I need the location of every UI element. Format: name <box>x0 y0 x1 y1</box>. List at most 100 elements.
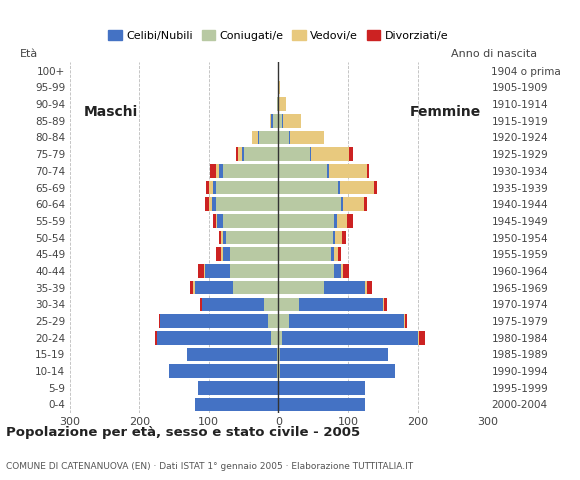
Bar <box>157 331 271 345</box>
Bar <box>198 381 278 395</box>
Bar <box>226 231 278 244</box>
Bar <box>342 231 346 244</box>
Bar <box>337 214 347 228</box>
Bar <box>311 147 349 161</box>
Bar <box>259 131 278 144</box>
Bar <box>236 147 238 161</box>
Bar <box>364 197 367 211</box>
Bar <box>159 314 160 328</box>
Bar <box>213 180 216 194</box>
Bar <box>201 298 202 311</box>
Bar <box>213 214 216 228</box>
Bar <box>205 264 230 278</box>
Bar <box>367 281 372 295</box>
Bar <box>278 164 327 178</box>
Bar <box>340 180 375 194</box>
Bar <box>282 331 418 345</box>
Bar <box>324 281 365 295</box>
Bar <box>278 180 338 194</box>
Bar <box>278 364 280 378</box>
Bar <box>190 281 194 295</box>
Bar <box>271 114 273 128</box>
Bar <box>194 281 195 295</box>
Bar <box>278 197 341 211</box>
Bar <box>271 331 278 345</box>
Bar <box>230 248 278 261</box>
Bar <box>279 97 286 111</box>
Bar <box>289 314 404 328</box>
Bar <box>278 381 365 395</box>
Text: COMUNE DI CATENANUOVA (EN) · Dati ISTAT 1° gennaio 2005 · Elaborazione TUTTITALI: COMUNE DI CATENANUOVA (EN) · Dati ISTAT … <box>6 462 413 471</box>
Bar <box>206 180 209 194</box>
Bar <box>331 248 334 261</box>
Bar <box>278 231 333 244</box>
Bar <box>278 114 282 128</box>
Bar <box>338 180 340 194</box>
Bar <box>419 331 425 345</box>
Bar <box>217 214 223 228</box>
Bar <box>327 164 328 178</box>
Bar <box>365 281 367 295</box>
Bar <box>277 348 278 361</box>
Bar <box>278 314 289 328</box>
Bar <box>216 248 222 261</box>
Bar <box>264 298 278 311</box>
Bar <box>209 197 212 211</box>
Bar <box>341 197 343 211</box>
Bar <box>195 397 278 411</box>
Bar <box>278 348 280 361</box>
Bar <box>277 97 278 111</box>
Bar <box>160 314 268 328</box>
Bar <box>418 331 419 345</box>
Bar <box>258 131 259 144</box>
Bar <box>384 298 387 311</box>
Bar <box>195 281 233 295</box>
Bar <box>278 298 299 311</box>
Bar <box>278 264 334 278</box>
Text: Femmine: Femmine <box>410 106 481 120</box>
Bar <box>216 164 219 178</box>
Bar <box>212 197 216 211</box>
Bar <box>341 264 343 278</box>
Bar <box>230 264 278 278</box>
Bar <box>278 147 310 161</box>
Bar <box>289 131 290 144</box>
Bar <box>404 314 405 328</box>
Legend: Celibi/Nubili, Coniugati/e, Vedovi/e, Divorziati/e: Celibi/Nubili, Coniugati/e, Vedovi/e, Di… <box>104 26 453 45</box>
Bar <box>273 114 278 128</box>
Bar <box>278 131 289 144</box>
Bar <box>335 231 342 244</box>
Bar <box>299 298 383 311</box>
Bar <box>268 314 278 328</box>
Bar <box>328 164 367 178</box>
Bar <box>202 298 264 311</box>
Text: Anno di nascita: Anno di nascita <box>451 49 537 59</box>
Bar <box>204 264 205 278</box>
Bar <box>277 364 278 378</box>
Bar <box>278 214 334 228</box>
Bar <box>405 314 407 328</box>
Bar <box>338 248 341 261</box>
Bar <box>209 180 213 194</box>
Bar <box>343 264 349 278</box>
Bar <box>205 197 209 211</box>
Bar <box>280 348 387 361</box>
Bar <box>233 281 278 295</box>
Bar <box>219 231 222 244</box>
Text: Età: Età <box>20 49 38 59</box>
Bar <box>282 114 283 128</box>
Bar <box>223 248 230 261</box>
Bar <box>333 231 335 244</box>
Bar <box>278 331 282 345</box>
Bar <box>383 298 384 311</box>
Bar <box>310 147 311 161</box>
Bar <box>270 114 271 128</box>
Bar <box>216 197 278 211</box>
Bar <box>367 164 369 178</box>
Bar <box>278 97 279 111</box>
Bar <box>238 147 241 161</box>
Bar <box>244 147 278 161</box>
Bar <box>187 348 277 361</box>
Text: Maschi: Maschi <box>84 106 139 120</box>
Bar <box>198 264 204 278</box>
